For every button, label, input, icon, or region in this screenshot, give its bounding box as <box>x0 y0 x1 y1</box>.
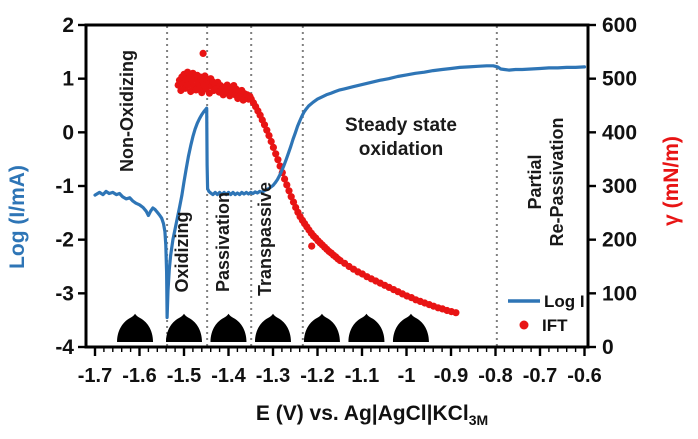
droplet-icon <box>255 313 291 342</box>
ift-point <box>452 309 460 317</box>
x-tick-label: -0.7 <box>523 365 557 387</box>
x-tick-label: -1.5 <box>167 365 201 387</box>
x-tick-label: -0.9 <box>434 365 468 387</box>
y-right-axis-title: γ (mN/m) <box>660 136 683 226</box>
y-left-tick-label: -4 <box>55 336 74 359</box>
y-left-tick-label: -2 <box>55 229 74 252</box>
axis-tick-labels: -1.7 -1.6 -1.5 -1.4 -1.3 -1.2 -1.1 -1 -0.9 -0.8 -0… <box>55 14 637 387</box>
y-left-axis-title: Log (I/mA) <box>6 165 29 269</box>
plot-frame <box>84 23 590 349</box>
region-label-partial-line2: Re-Passivation <box>547 117 567 246</box>
ift-point <box>263 126 271 134</box>
x-tick-label: -0.8 <box>478 365 512 387</box>
region-label-passivation: Passivation <box>213 192 233 292</box>
ift-point <box>283 181 291 189</box>
droplet-icon <box>348 313 385 342</box>
region-label-transpassive: Transpassive <box>255 182 275 296</box>
axis-ticks <box>78 23 596 356</box>
y-right-tick-label: 500 <box>602 68 637 91</box>
x-tick-label: -1.4 <box>211 365 246 387</box>
x-tick-label: -1.2 <box>300 365 334 387</box>
y-right-tick-label: 200 <box>602 229 637 252</box>
legend-log-i-label: Log I <box>544 292 585 311</box>
droplet-icon <box>210 313 247 342</box>
ift-point <box>199 49 207 58</box>
region-label-steady-state-line2: oxidation <box>359 139 443 160</box>
log-i-line-series <box>93 64 587 320</box>
ift-point <box>281 175 289 183</box>
droplet-icon <box>303 313 340 342</box>
x-axis-title-subscript: 3M <box>469 412 488 428</box>
ift-point <box>289 198 298 206</box>
droplet-icon <box>166 313 202 342</box>
x-tick-label: -1.7 <box>78 365 112 387</box>
y-left-tick-label: 1 <box>62 68 74 91</box>
droplet-icon <box>392 313 429 342</box>
y-left-tick-label: 0 <box>62 121 74 144</box>
region-label-steady-state-line1: Steady state <box>345 115 457 136</box>
x-axis-title: E (V) vs. Ag|AgCl|KCl3M <box>256 402 488 428</box>
ift-point <box>269 143 277 151</box>
ift-point <box>267 137 275 146</box>
y-right-tick-label: 100 <box>602 282 637 305</box>
y-left-tick-label: 2 <box>62 14 74 37</box>
droplet-icons <box>117 313 429 342</box>
region-label-non-oxidizing: Non-Oxidizing <box>117 50 137 172</box>
ift-point <box>308 242 316 250</box>
y-right-tick-label: 400 <box>602 121 637 144</box>
ift-point <box>272 150 280 158</box>
x-tick-label: -1 <box>398 365 416 387</box>
legend-ift-dot-swatch <box>519 320 529 330</box>
x-tick-label: -1.3 <box>256 365 290 387</box>
x-tick-label: -0.6 <box>567 365 601 387</box>
region-boundary-lines <box>166 26 498 346</box>
ift-point <box>274 156 282 164</box>
x-tick-label: -1.6 <box>122 365 156 387</box>
ift-point <box>287 193 295 201</box>
legend-ift-label: IFT <box>542 316 568 335</box>
x-tick-label: -1.1 <box>345 365 379 387</box>
droplet-icon <box>117 313 154 342</box>
ift-point <box>285 187 293 195</box>
y-left-tick-label: -1 <box>55 175 74 198</box>
region-label-oxidizing: Oxidizing <box>172 212 192 293</box>
ift-scatter-series <box>174 49 460 317</box>
y-left-tick-label: -3 <box>55 282 74 305</box>
y-right-tick-label: 300 <box>602 175 637 198</box>
log-i-curve <box>93 64 587 320</box>
legend: Log I IFT <box>508 292 585 335</box>
x-axis-title-main: E (V) vs. Ag|AgCl|KCl <box>256 402 469 425</box>
ift-point <box>265 132 273 140</box>
region-label-partial-line1: Partial <box>525 154 545 209</box>
y-right-tick-label: 600 <box>602 14 637 37</box>
y-right-tick-label: 0 <box>602 336 614 359</box>
ift-point <box>260 121 269 129</box>
